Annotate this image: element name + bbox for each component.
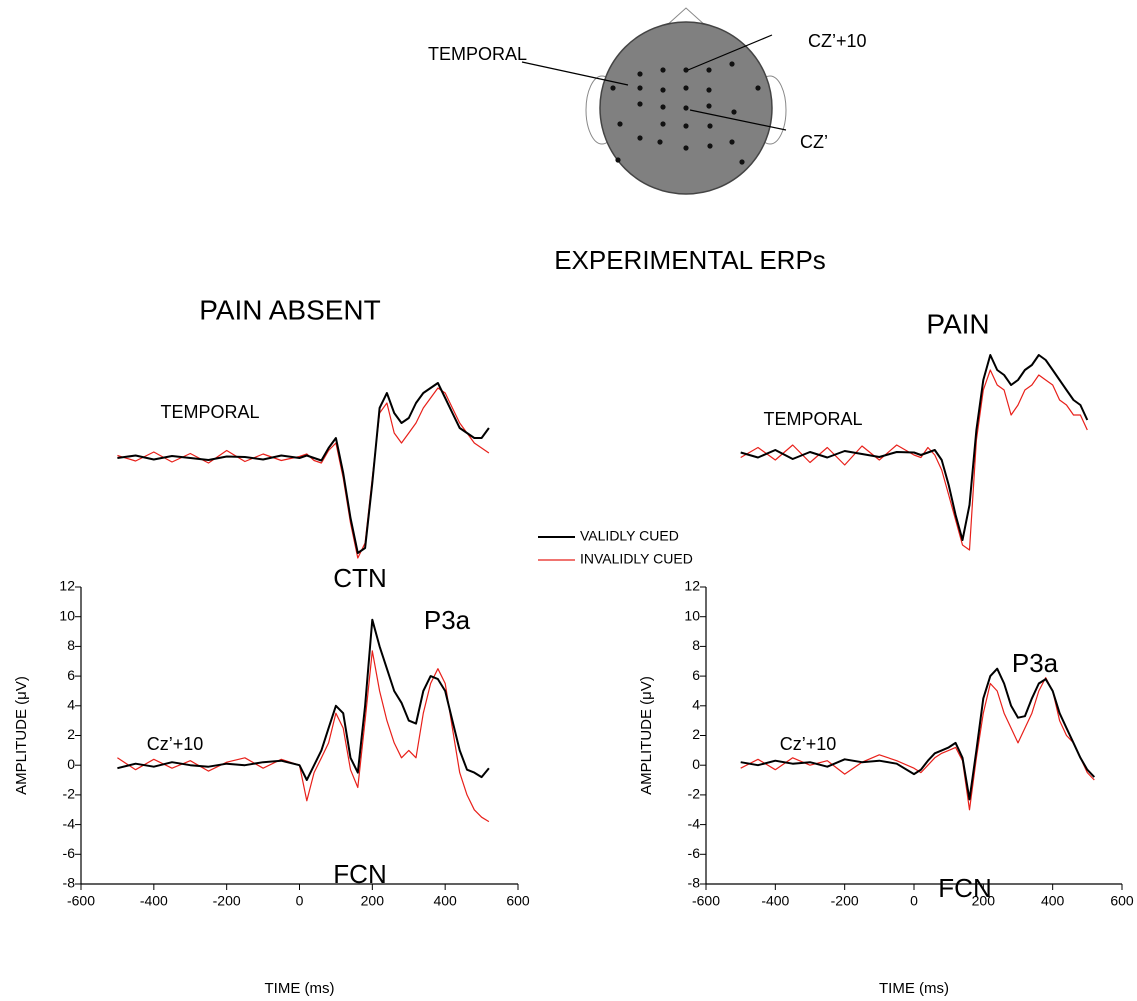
legend: VALIDLY CUED INVALIDLY CUED	[538, 528, 693, 567]
y-tick-label: 12	[59, 578, 75, 594]
x-tick-label: -400	[761, 893, 789, 909]
y-tick-label: 8	[67, 637, 75, 653]
annotation: FCN	[938, 873, 991, 903]
x-tick-label: -200	[831, 893, 859, 909]
annotation: P3a	[1012, 648, 1059, 678]
legend-label: INVALIDLY CUED	[580, 551, 693, 567]
y-tick-label: 4	[692, 697, 700, 713]
y-tick-label: 6	[692, 667, 700, 683]
y-tick-label: 6	[67, 667, 75, 683]
y-tick-label: 10	[684, 607, 700, 623]
x-tick-label: -400	[140, 893, 168, 909]
y-tick-label: 10	[59, 607, 75, 623]
y-tick-label: -4	[688, 815, 701, 831]
annotation: Cz’+10	[147, 734, 204, 754]
annotation: CTN	[333, 563, 386, 593]
head-diagram: TEMPORAL CZ’+10 CZ’	[428, 7, 867, 195]
annotation: TEMPORAL	[763, 409, 862, 429]
x-axis-title: TIME (ms)	[265, 980, 335, 997]
y-tick-label: 2	[692, 726, 700, 742]
annotation: P3a	[424, 605, 471, 635]
y-tick-label: 12	[684, 578, 700, 594]
x-tick-label: 600	[1110, 893, 1134, 909]
legend-label: VALIDLY CUED	[580, 528, 679, 544]
x-tick-label: -200	[213, 893, 241, 909]
pointer-line	[521, 61, 629, 86]
electrode-label: CZ’	[800, 132, 828, 152]
x-tick-label: 0	[910, 893, 918, 909]
electrode-label: CZ’+10	[808, 31, 867, 51]
electrode-label: TEMPORAL	[428, 44, 527, 64]
annotation: TEMPORAL	[160, 402, 259, 422]
trace	[117, 618, 490, 781]
annotation: Cz’+10	[780, 734, 837, 754]
y-axis-title: AMPLITUDE (μV)	[13, 676, 30, 795]
y-tick-label: 8	[692, 637, 700, 653]
panel-title: PAIN	[926, 308, 989, 339]
trace	[740, 369, 1088, 551]
y-tick-label: -2	[63, 786, 76, 802]
x-tick-label: 400	[433, 893, 457, 909]
y-tick-label: 0	[67, 756, 75, 772]
x-tick-label: -600	[692, 893, 720, 909]
chart-panel: PAIN TEMPORAL	[740, 308, 1089, 551]
chart-panel: Cz’+10 P3a FCN -600 -400 -200 0 200 400 600 -8 -6 -4…	[638, 578, 1134, 997]
y-tick-label: -8	[688, 875, 701, 891]
y-tick-label: 4	[67, 697, 75, 713]
pointer-line	[687, 34, 773, 71]
y-tick-label: 0	[692, 756, 700, 772]
panel-title: PAIN ABSENT	[199, 294, 381, 325]
y-tick-label: -6	[688, 845, 701, 861]
y-tick-label: -6	[63, 845, 76, 861]
x-tick-label: 200	[972, 893, 996, 909]
trace	[117, 650, 490, 823]
x-tick-label: 200	[361, 893, 385, 909]
y-tick-label: -2	[688, 786, 701, 802]
trace	[117, 387, 490, 559]
y-tick-label: -4	[63, 815, 76, 831]
y-tick-label: 2	[67, 726, 75, 742]
x-axis-title: TIME (ms)	[879, 980, 949, 997]
x-tick-label: 600	[506, 893, 530, 909]
figure-title: EXPERIMENTAL ERPs	[554, 245, 826, 275]
chart-panel: PAIN ABSENT TEMPORAL CTN	[117, 294, 490, 593]
trace	[740, 354, 1089, 541]
y-tick-label: -8	[63, 875, 76, 891]
trace	[117, 382, 490, 554]
x-tick-label: -600	[67, 893, 95, 909]
electrodes	[610, 61, 761, 165]
pointer-line	[689, 109, 787, 131]
x-tick-label: 0	[296, 893, 304, 909]
x-tick-label: 400	[1041, 893, 1065, 909]
trace	[740, 667, 1096, 801]
y-axis-title: AMPLITUDE (μV)	[638, 676, 655, 795]
